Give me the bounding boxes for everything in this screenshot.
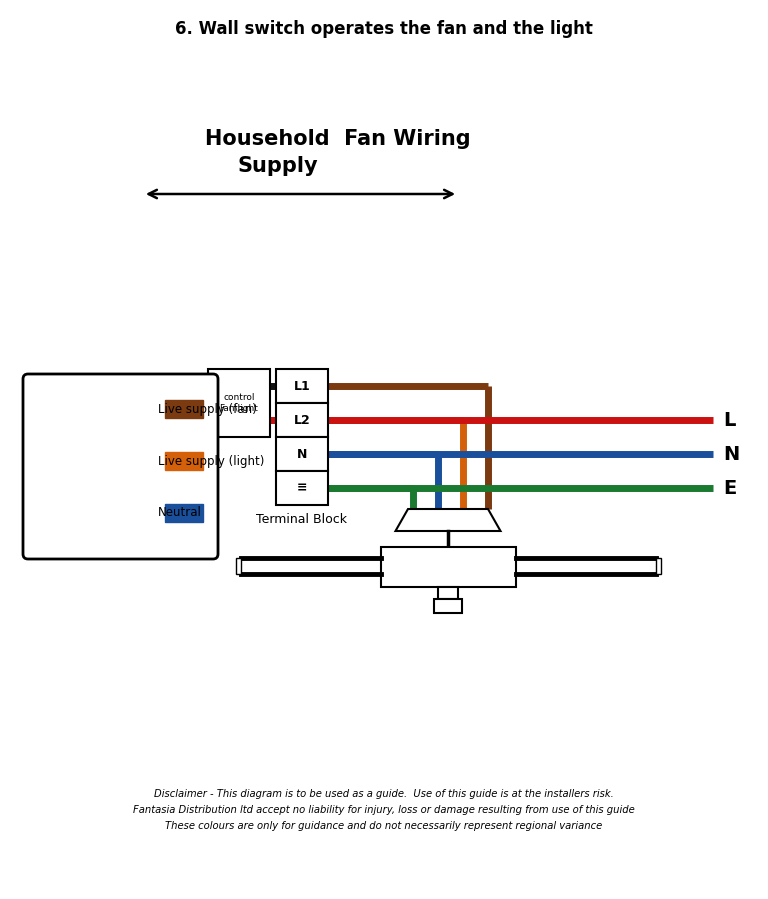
Text: L1: L1 xyxy=(293,379,310,393)
Polygon shape xyxy=(396,509,501,531)
Text: Household  Fan Wiring: Household Fan Wiring xyxy=(205,129,471,149)
Text: control
Fan\light: control Fan\light xyxy=(220,393,259,413)
Bar xyxy=(380,547,515,587)
Bar xyxy=(276,471,328,505)
Bar xyxy=(276,403,328,437)
Text: Fantasia Distribution ltd accept no liability for injury, loss or damage resulti: Fantasia Distribution ltd accept no liab… xyxy=(133,805,635,815)
Text: Live supply (light): Live supply (light) xyxy=(158,455,264,467)
Text: Terminal Block: Terminal Block xyxy=(257,513,347,526)
Bar xyxy=(276,437,328,471)
Text: E: E xyxy=(723,478,737,497)
Text: L: L xyxy=(723,411,736,430)
Text: N: N xyxy=(296,448,307,460)
Bar xyxy=(236,558,240,574)
FancyBboxPatch shape xyxy=(23,374,218,559)
Text: Disclaimer - This diagram is to be used as a guide.  Use of this guide is at the: Disclaimer - This diagram is to be used … xyxy=(154,789,614,799)
Bar xyxy=(208,369,270,437)
Text: 6. Wall switch operates the fan and the light: 6. Wall switch operates the fan and the … xyxy=(175,20,593,38)
Bar xyxy=(165,504,203,522)
Text: Live supply (fan): Live supply (fan) xyxy=(158,403,257,415)
Text: Neutral: Neutral xyxy=(158,506,202,520)
Text: These colours are only for guidance and do not necessarily represent regional va: These colours are only for guidance and … xyxy=(165,821,603,831)
Bar xyxy=(438,587,458,599)
Text: L2: L2 xyxy=(293,414,310,426)
Bar xyxy=(434,599,462,613)
Text: Supply: Supply xyxy=(237,156,318,176)
Bar xyxy=(276,369,328,403)
Bar xyxy=(656,558,660,574)
Text: N: N xyxy=(723,444,740,464)
Text: ≡: ≡ xyxy=(296,482,307,494)
Bar xyxy=(165,400,203,418)
Bar xyxy=(165,452,203,470)
